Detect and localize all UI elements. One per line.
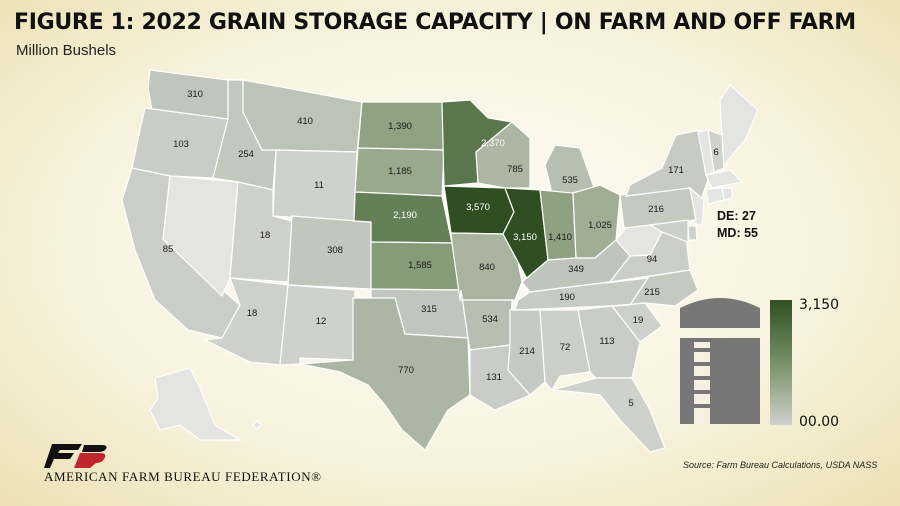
state-label-id: 254	[238, 149, 254, 160]
state-label-pa: 216	[648, 204, 664, 215]
state-de	[687, 225, 698, 241]
state-md	[648, 219, 689, 243]
farm-bureau-logo	[44, 444, 107, 468]
state-label-ks: 1,585	[408, 260, 432, 271]
state-label-sc: 19	[633, 315, 644, 326]
state-ri	[721, 187, 733, 201]
state-label-wa: 310	[187, 89, 203, 100]
grain-silo-icon	[680, 298, 760, 424]
organization-name: AMERICAN FARM BUREAU FEDERATION®	[44, 469, 322, 484]
state-label-ga: 113	[599, 336, 614, 347]
state-label-al: 72	[560, 342, 571, 353]
state-label-in: 1,410	[548, 232, 572, 243]
figure-title: FIGURE 1: 2022 GRAIN STORAGE CAPACITY | …	[14, 10, 856, 35]
state-label-wi: 785	[507, 164, 523, 175]
note-maryland: MD: 55	[717, 226, 758, 240]
state-label-ca: 85	[163, 244, 174, 255]
figure-subtitle: Million Bushels	[16, 42, 117, 59]
state-label-tn: 190	[559, 292, 575, 303]
state-ak	[149, 367, 243, 441]
state-label-mn: 2,370	[481, 138, 505, 149]
state-nm	[279, 284, 356, 366]
legend-color-bar	[770, 300, 792, 425]
state-label-ny: 171	[668, 165, 684, 176]
state-label-ar: 534	[482, 314, 498, 325]
state-label-az: 18	[247, 308, 258, 319]
state-ma	[705, 169, 744, 189]
note-delaware: DE: 27	[717, 209, 756, 223]
state-label-ok: 315	[421, 304, 437, 315]
source-note: Source: Farm Bureau Calculations, USDA N…	[683, 460, 878, 470]
state-nv	[162, 175, 239, 298]
state-label-nd: 1,390	[388, 121, 412, 132]
state-nc	[605, 269, 699, 307]
state-label-sd: 1,185	[388, 166, 412, 177]
state-label-ia: 3,570	[466, 202, 490, 213]
state-label-il: 3,150	[513, 232, 537, 243]
legend-max-label: 3,150	[799, 297, 840, 313]
state-label-ms: 214	[519, 346, 535, 357]
state-vt	[697, 129, 715, 176]
state-label-mt: 410	[297, 116, 313, 127]
state-label-nh: 6	[713, 147, 718, 158]
state-label-mi: 535	[562, 175, 578, 186]
state-tx	[299, 297, 471, 451]
state-nj	[689, 186, 705, 227]
state-label-nc: 215	[644, 287, 660, 298]
legend-min-label: 00.00	[799, 414, 840, 430]
state-label-va: 94	[647, 254, 658, 265]
state-label-fl: 5	[628, 398, 633, 409]
state-label-oh: 1,025	[588, 220, 612, 231]
state-label-nm: 12	[316, 316, 327, 327]
state-label-wy: 11	[314, 180, 324, 191]
state-label-tx: 770	[398, 365, 414, 376]
state-ct	[705, 187, 725, 205]
state-fl	[551, 377, 666, 453]
state-label-la: 131	[486, 372, 502, 383]
state-me	[719, 84, 759, 171]
state-label-co: 308	[327, 245, 343, 256]
state-wi	[475, 121, 531, 189]
state-label-ky: 349	[568, 264, 584, 275]
state-label-ut: 18	[260, 230, 271, 241]
state-label-mo: 840	[479, 262, 495, 273]
state-label-or: 103	[173, 139, 189, 150]
state-hi	[252, 420, 262, 430]
state-label-ne: 2,190	[393, 210, 417, 221]
